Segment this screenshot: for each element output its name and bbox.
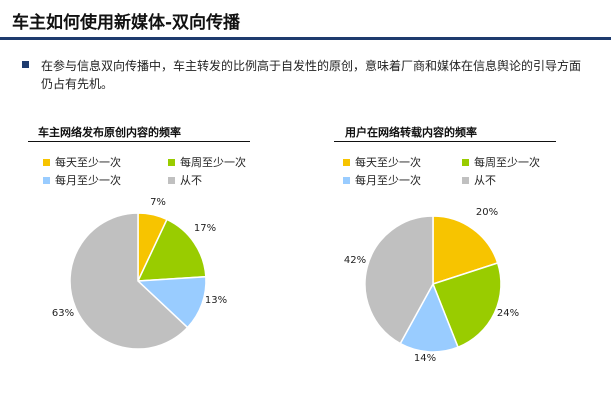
- pie-1-label-weekly: 17%: [194, 223, 216, 234]
- chart-1-legend-monthly: 每月至少一次: [43, 172, 121, 188]
- pie-2-slice-monthly: [399, 282, 460, 353]
- legend-swatch-never: [462, 177, 469, 184]
- pie-1-slice-never: [69, 212, 189, 350]
- legend-swatch-never: [168, 177, 175, 184]
- chart-2-legend-weekly: 每周至少一次: [462, 154, 540, 170]
- legend-swatch-monthly: [343, 177, 350, 184]
- chart-1-legend-never: 从不: [168, 172, 202, 188]
- pie-1-label-never: 63%: [52, 308, 74, 319]
- legend-label: 从不: [474, 174, 496, 187]
- legend-swatch-daily: [343, 159, 350, 166]
- legend-swatch-weekly: [168, 159, 175, 166]
- title-divider: [0, 37, 611, 40]
- page-title: 车主如何使用新媒体-双向传播: [12, 13, 241, 33]
- bullet-text: 在参与信息双向传播中，车主转发的比例高于自发性的原创，意味着厂商和媒体在信息舆论…: [41, 59, 582, 91]
- chart-1-legend-daily: 每天至少一次: [43, 154, 121, 170]
- chart-2-title: 用户在网络转载内容的频率: [345, 126, 477, 139]
- legend-swatch-monthly: [43, 177, 50, 184]
- legend-label: 每天至少一次: [355, 156, 421, 169]
- legend-label: 每天至少一次: [55, 156, 121, 169]
- pie-1-label-daily: 7%: [150, 197, 166, 208]
- legend-label: 从不: [180, 174, 202, 187]
- legend-label: 每周至少一次: [474, 156, 540, 169]
- legend-label: 每月至少一次: [55, 174, 121, 187]
- legend-swatch-daily: [43, 159, 50, 166]
- chart-1-title: 车主网络发布原创内容的频率: [38, 126, 181, 139]
- chart-1-legend-weekly: 每周至少一次: [168, 154, 246, 170]
- pie-2-label-never: 42%: [344, 255, 366, 266]
- pie-1-slice-weekly: [136, 218, 207, 282]
- legend-swatch-weekly: [462, 159, 469, 166]
- chart-2-legend-daily: 每天至少一次: [343, 154, 421, 170]
- pie-1-label-monthly: 13%: [205, 295, 227, 306]
- pie-2-label-weekly: 24%: [497, 308, 519, 319]
- bullet-square-icon: [22, 61, 29, 68]
- bullet-point: 在参与信息双向传播中，车主转发的比例高于自发性的原创，意味着厂商和媒体在信息舆论…: [22, 57, 592, 93]
- chart-2-legend-monthly: 每月至少一次: [343, 172, 421, 188]
- pie-1-slice-monthly: [136, 275, 207, 329]
- pie-2-slice-daily: [432, 215, 499, 286]
- chart-2-legend-never: 从不: [462, 172, 496, 188]
- chart-2-title-rule: [334, 141, 556, 142]
- pie-2-slice-never: [364, 215, 434, 345]
- legend-label: 每月至少一次: [355, 174, 421, 187]
- legend-label: 每周至少一次: [180, 156, 246, 169]
- chart-1-title-rule: [28, 141, 250, 142]
- pie-2-label-monthly: 14%: [414, 353, 436, 364]
- pie-2-label-daily: 20%: [476, 207, 498, 218]
